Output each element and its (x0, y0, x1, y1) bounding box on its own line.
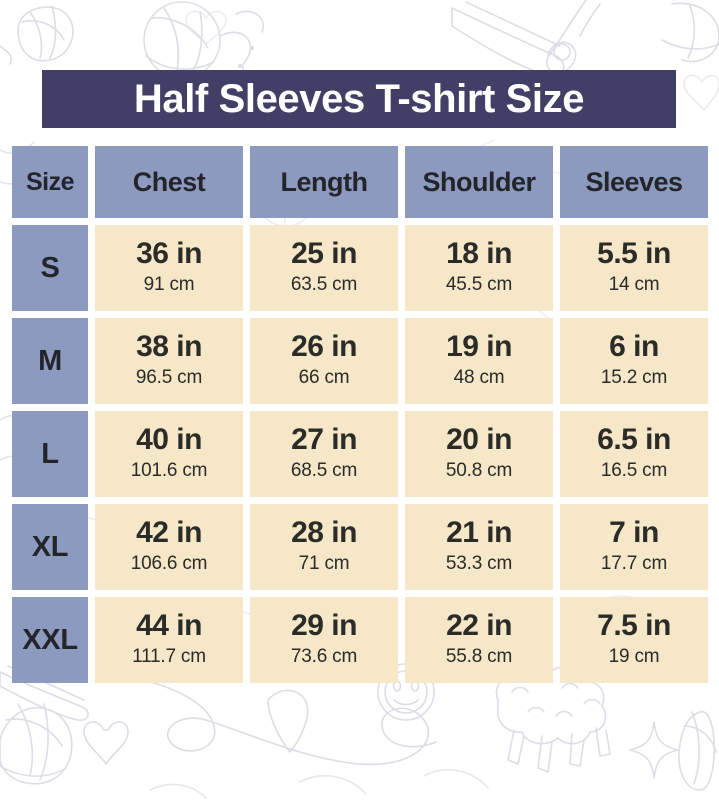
table-row: XXL 44 in 111.7 cm 29 in 73.6 cm 22 in 5… (12, 597, 708, 683)
value-cm: 96.5 cm (135, 366, 203, 388)
column-header-chest: Chest (95, 146, 243, 218)
shoulder-cell: 22 in 55.8 cm (405, 597, 553, 683)
sleeves-cell: 6 in 15.2 cm (560, 318, 708, 404)
table-header-row: Size Chest Length Shoulder Sleeves (12, 146, 708, 218)
value-cm: 111.7 cm (132, 645, 206, 667)
value-cm: 106.6 cm (130, 552, 208, 574)
value-cm: 19 cm (608, 645, 660, 667)
shoulder-cell: 19 in 48 cm (405, 318, 553, 404)
yarn-ball-icon (0, 5, 74, 65)
column-header-shoulder: Shoulder (405, 146, 553, 218)
sleeves-cell: 7 in 17.7 cm (560, 504, 708, 590)
value-cm: 45.5 cm (445, 273, 513, 295)
value-inches: 40 in (136, 423, 202, 457)
size-label: XXL (12, 597, 88, 683)
value-cm: 73.6 cm (290, 645, 358, 667)
chest-cell: 42 in 106.6 cm (95, 504, 243, 590)
chest-cell: 36 in 91 cm (95, 225, 243, 311)
value-inches: 25 in (291, 237, 357, 271)
sparkle-icon (629, 721, 679, 779)
shoulder-cell: 21 in 53.3 cm (405, 504, 553, 590)
yarn-ball-icon (0, 703, 73, 785)
value-cm: 17.7 cm (600, 552, 668, 574)
value-cm: 68.5 cm (290, 459, 358, 481)
value-cm: 71 cm (298, 552, 350, 574)
table-row: M 38 in 96.5 cm 26 in 66 cm 19 in 48 cm … (12, 318, 708, 404)
value-cm: 63.5 cm (290, 273, 358, 295)
value-inches: 18 in (446, 237, 512, 271)
size-label: M (12, 318, 88, 404)
sleeves-cell: 5.5 in 14 cm (560, 225, 708, 311)
yarn-strand-icon (219, 10, 267, 79)
value-inches: 5.5 in (597, 237, 671, 271)
length-cell: 28 in 71 cm (250, 504, 398, 590)
yarn-ball-icon (661, 2, 719, 63)
value-cm: 53.3 cm (445, 552, 513, 574)
heart-icon (83, 721, 129, 765)
table-row: L 40 in 101.6 cm 27 in 68.5 cm 20 in 50.… (12, 411, 708, 497)
knitting-needle-icon (451, 1, 565, 77)
length-cell: 25 in 63.5 cm (250, 225, 398, 311)
column-header-size: Size (12, 146, 88, 218)
value-inches: 44 in (136, 609, 202, 643)
value-inches: 42 in (136, 516, 202, 550)
value-cm: 16.5 cm (600, 459, 668, 481)
safety-pin-icon (546, 0, 601, 74)
value-inches: 21 in (446, 516, 512, 550)
size-chart-table: Size Chest Length Shoulder Sleeves S 36 … (12, 146, 708, 690)
shoulder-cell: 20 in 50.8 cm (405, 411, 553, 497)
value-inches: 27 in (291, 423, 357, 457)
value-inches: 22 in (446, 609, 512, 643)
value-cm: 101.6 cm (130, 459, 208, 481)
sleeves-cell: 7.5 in 19 cm (560, 597, 708, 683)
value-inches: 29 in (291, 609, 357, 643)
value-cm: 66 cm (298, 366, 350, 388)
size-label: S (12, 225, 88, 311)
yarn-ball-icon (143, 1, 221, 79)
sleeves-cell: 6.5 in 16.5 cm (560, 411, 708, 497)
value-cm: 50.8 cm (445, 459, 513, 481)
page-title-bar: Half Sleeves T-shirt Size (42, 70, 676, 128)
shoulder-cell: 18 in 45.5 cm (405, 225, 553, 311)
page-title: Half Sleeves T-shirt Size (133, 77, 585, 121)
value-inches: 19 in (446, 330, 512, 364)
length-cell: 27 in 68.5 cm (250, 411, 398, 497)
value-inches: 6.5 in (597, 423, 671, 457)
column-header-sleeves: Sleeves (560, 146, 708, 218)
size-label: L (12, 411, 88, 497)
length-cell: 26 in 66 cm (250, 318, 398, 404)
value-inches: 36 in (136, 237, 202, 271)
table-row: XL 42 in 106.6 cm 28 in 71 cm 21 in 53.3… (12, 504, 708, 590)
yarn-ball-icon (678, 711, 717, 791)
chest-cell: 44 in 111.7 cm (95, 597, 243, 683)
value-inches: 6 in (609, 330, 659, 364)
chest-cell: 38 in 96.5 cm (95, 318, 243, 404)
length-cell: 29 in 73.6 cm (250, 597, 398, 683)
chest-cell: 40 in 101.6 cm (95, 411, 243, 497)
value-cm: 15.2 cm (600, 366, 668, 388)
value-inches: 7.5 in (597, 609, 671, 643)
value-inches: 7 in (609, 516, 659, 550)
yarn-strand-icon (149, 768, 489, 799)
table-row: S 36 in 91 cm 25 in 63.5 cm 18 in 45.5 c… (12, 225, 708, 311)
column-header-length: Length (250, 146, 398, 218)
value-cm: 55.8 cm (445, 645, 513, 667)
value-inches: 28 in (291, 516, 357, 550)
value-inches: 20 in (446, 423, 512, 457)
heart-icon (185, 10, 227, 45)
value-cm: 91 cm (143, 273, 195, 295)
size-label: XL (12, 504, 88, 590)
value-cm: 14 cm (608, 273, 660, 295)
value-inches: 38 in (136, 330, 202, 364)
heart-icon (683, 74, 719, 111)
value-inches: 26 in (291, 330, 357, 364)
value-cm: 48 cm (453, 366, 505, 388)
